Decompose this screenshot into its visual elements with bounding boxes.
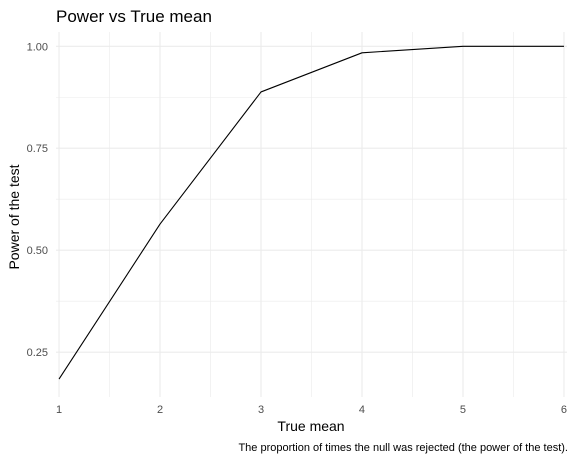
y-axis-title: Power of the test — [6, 164, 22, 269]
series-line — [58, 45, 564, 380]
x-tick-label: 1 — [56, 404, 62, 416]
y-tick-label: 0.50 — [27, 245, 48, 257]
x-tick-label: 2 — [157, 404, 163, 416]
minor-gridlines — [56, 32, 567, 397]
y-tick-label: 0.25 — [27, 347, 48, 359]
y-tick-label: 1.00 — [27, 41, 48, 53]
x-tick-label: 6 — [561, 404, 567, 416]
x-tick-label: 3 — [258, 404, 264, 416]
series-layer — [58, 45, 564, 380]
chart-title: Power vs True mean — [56, 7, 212, 26]
y-tick-label: 0.75 — [27, 143, 48, 155]
x-tick-label: 4 — [359, 404, 365, 416]
tick-labels: 1 2 3 4 5 6 0.25 0.50 0.75 1.00 — [27, 41, 567, 416]
chart-caption: The proportion of times the null was rej… — [238, 442, 568, 454]
x-tick-label: 5 — [460, 404, 466, 416]
x-axis-title: True mean — [277, 418, 344, 434]
